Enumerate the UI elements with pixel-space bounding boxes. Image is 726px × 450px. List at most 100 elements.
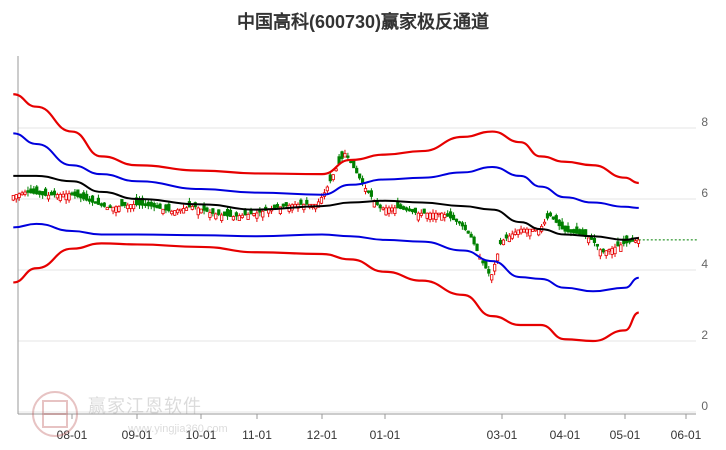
candle-body [120, 199, 124, 207]
candle-body [542, 221, 547, 225]
candle-body [152, 203, 156, 208]
x-tick-label: 12-01 [307, 428, 338, 442]
candle-body [466, 230, 470, 234]
candle-body [132, 204, 136, 210]
candle-body [278, 206, 282, 215]
candle-body [510, 233, 514, 239]
candle-body [557, 219, 561, 227]
candle-body [548, 212, 553, 217]
candle-body [117, 205, 121, 212]
candle-body [143, 203, 147, 206]
candle-body [457, 221, 462, 224]
candle-body [566, 225, 570, 233]
candle-body [413, 207, 418, 213]
candle-body [281, 203, 285, 207]
candle-body [70, 192, 74, 195]
candle-body [58, 193, 62, 201]
x-tick-label: 06-01 [671, 428, 702, 442]
candle-body [440, 212, 444, 221]
candle-body [170, 210, 174, 215]
y-tick-label: 2 [701, 328, 708, 342]
candle-body [99, 203, 103, 206]
candle-body [484, 260, 488, 269]
candle-body [563, 225, 567, 232]
candle-body [355, 167, 359, 174]
candle-body [446, 213, 450, 217]
candle-body [105, 207, 109, 211]
candle-body [178, 208, 183, 212]
candle-body [390, 207, 394, 212]
candle-body [528, 228, 532, 237]
line-layer [13, 93, 698, 343]
candle-body [434, 212, 438, 220]
candle-body [14, 194, 18, 200]
candle-body [46, 194, 51, 200]
candle-body [545, 213, 550, 219]
candle-body [52, 190, 56, 196]
candle-body [493, 263, 497, 272]
candle-body [633, 240, 638, 243]
candle-body [325, 186, 329, 192]
candle-body [560, 221, 564, 230]
candle-body [578, 229, 582, 235]
candle-body [176, 209, 180, 214]
watermark-logo-icon [32, 391, 78, 437]
candle-body [531, 228, 535, 233]
candle-body [73, 191, 77, 197]
candle-body [196, 207, 200, 216]
candle-body [184, 207, 189, 211]
candle-body [246, 213, 250, 220]
candle-body [554, 215, 558, 223]
grid-layer [18, 127, 696, 413]
chart-title: 中国高科(600730)赢家极反通道 [236, 12, 490, 32]
candle-body [407, 208, 412, 212]
candle-body [369, 190, 373, 197]
x-tick-label: 10-01 [186, 428, 217, 442]
candle-body [272, 204, 277, 209]
candle-body [416, 212, 420, 221]
middle-line [13, 174, 639, 241]
candle-body [363, 187, 368, 192]
candle-body [443, 214, 447, 218]
candle-body [29, 188, 33, 194]
candle-body [96, 197, 101, 205]
x-tick-label: 03-01 [487, 428, 518, 442]
candle-body [161, 208, 165, 215]
candle-body [607, 249, 611, 252]
candle-body [35, 186, 39, 195]
watermark-brand: 赢家江恩软件 [88, 396, 202, 416]
candle-body [146, 201, 150, 207]
candle-body [404, 207, 409, 211]
candle-body [340, 151, 344, 159]
candle-body [619, 244, 623, 252]
candle-body [425, 212, 429, 219]
candle-body [111, 206, 115, 212]
candle-body [237, 215, 241, 221]
candle-body [240, 214, 244, 218]
x-tick-label: 05-01 [610, 428, 641, 442]
candle-body [410, 208, 415, 213]
candle-body [498, 239, 503, 245]
candle-body [525, 228, 529, 234]
candle-body [217, 209, 221, 215]
x-tick-label: 01-01 [370, 428, 401, 442]
candle-body [396, 201, 400, 209]
candle-body [384, 207, 388, 216]
candle-body [393, 207, 397, 214]
candle-body [616, 241, 620, 247]
candle-body [501, 239, 506, 246]
candle-body [76, 189, 80, 198]
candle-body [114, 206, 118, 213]
candle-body [79, 193, 83, 199]
candle-body [208, 212, 212, 218]
candle-body [495, 253, 500, 262]
candle-body [431, 212, 435, 220]
inner-upper-band-line [13, 132, 639, 209]
candle-body [261, 210, 265, 218]
candle-body [137, 199, 142, 206]
candle-body [463, 224, 467, 230]
candle-body [164, 204, 168, 211]
candle-body [349, 160, 353, 164]
candle-body [419, 212, 423, 216]
